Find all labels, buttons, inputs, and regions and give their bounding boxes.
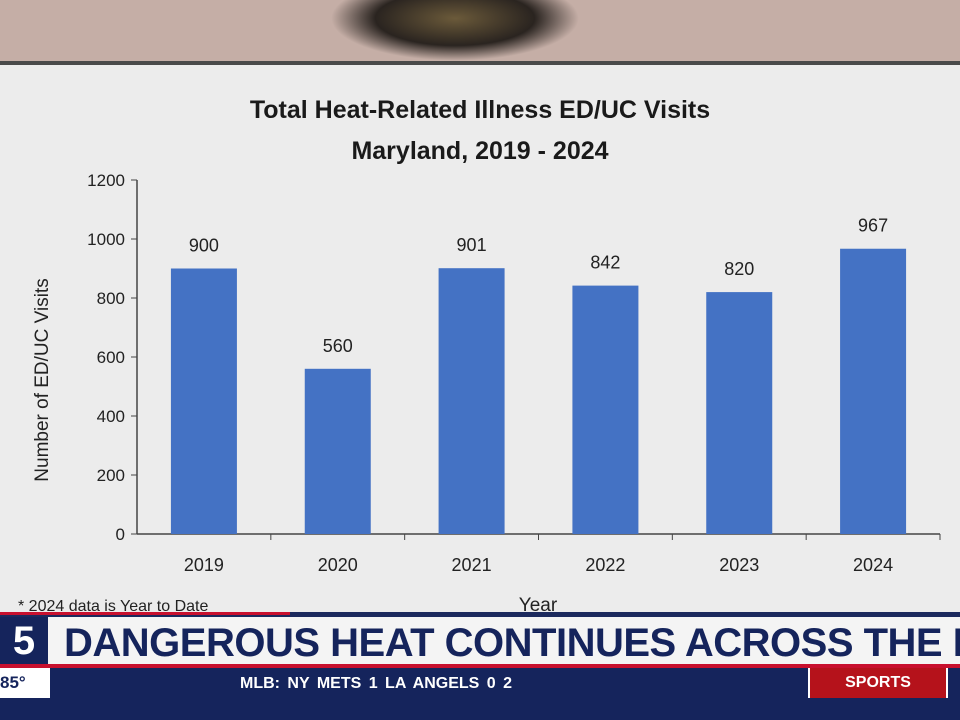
chart-subtitle: Maryland, 2019 - 2024 bbox=[351, 137, 609, 165]
bar-2023 bbox=[706, 292, 773, 534]
y-tick-label: 600 bbox=[97, 348, 125, 367]
data-label: 560 bbox=[323, 336, 353, 356]
x-tick-label: 2023 bbox=[719, 555, 759, 575]
footnote: * 2024 data is Year to Date bbox=[18, 598, 209, 615]
bar-2019 bbox=[170, 268, 237, 534]
screen-frame bbox=[0, 61, 960, 65]
y-tick-label: 200 bbox=[97, 466, 125, 485]
background-video bbox=[0, 0, 960, 61]
bar-2022 bbox=[572, 285, 639, 534]
x-tick-label: 2022 bbox=[585, 555, 625, 575]
data-label: 901 bbox=[457, 235, 487, 255]
x-tick-label: 2021 bbox=[452, 555, 492, 575]
y-tick-label: 0 bbox=[116, 525, 125, 544]
y-axis-label: Number of ED/UC Visits bbox=[32, 278, 53, 481]
bar-2021 bbox=[438, 268, 505, 534]
y-tick-label: 800 bbox=[97, 289, 125, 308]
y-tick-label: 1000 bbox=[87, 230, 125, 249]
data-label: 842 bbox=[590, 253, 620, 273]
data-label: 967 bbox=[858, 216, 888, 236]
temperature: 85° bbox=[0, 668, 50, 698]
lower-third-accent bbox=[0, 612, 290, 615]
headline: DANGEROUS HEAT CONTINUES ACROSS THE D bbox=[64, 621, 960, 665]
data-label: 900 bbox=[189, 236, 219, 256]
score-ticker: MLB: NY METS 1 LA ANGELS 0 2 bbox=[240, 675, 512, 692]
data-label: 820 bbox=[724, 259, 754, 279]
chart-title: Total Heat-Related Illness ED/UC Visits bbox=[249, 96, 711, 124]
lower-third-rule bbox=[0, 612, 960, 617]
x-tick-label: 2024 bbox=[853, 555, 893, 575]
channel-logo: 5 bbox=[0, 617, 48, 668]
bar-2024 bbox=[840, 248, 907, 535]
x-axis-label: Year bbox=[519, 595, 558, 616]
sports-tag: SPORTS bbox=[808, 668, 948, 698]
bar-2020 bbox=[304, 368, 371, 534]
x-tick-label: 2020 bbox=[318, 555, 358, 575]
y-tick-label: 400 bbox=[97, 407, 125, 426]
headline-band: DANGEROUS HEAT CONTINUES ACROSS THE D bbox=[48, 617, 960, 668]
y-tick-label: 1200 bbox=[87, 171, 125, 190]
ticker-bar bbox=[0, 668, 960, 720]
presenter-silhouette bbox=[330, 0, 580, 61]
x-tick-label: 2019 bbox=[184, 555, 224, 575]
